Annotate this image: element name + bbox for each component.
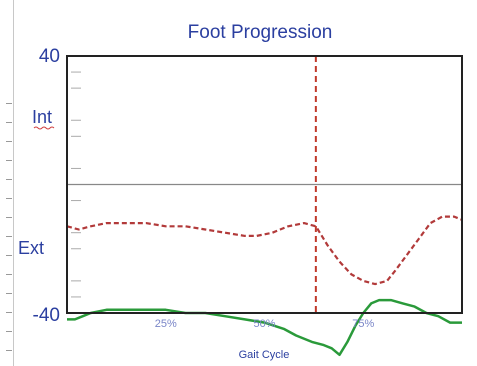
series-line-solid — [67, 298, 462, 357]
y-axis-minor-ticks — [71, 71, 81, 298]
x-tick-label: 50% — [253, 318, 275, 330]
y-tick-label-bottom: -40 — [33, 305, 60, 326]
y-region-label-int: Int — [32, 107, 52, 127]
x-tick-label: 25% — [155, 318, 177, 330]
left-page-rule — [13, 0, 14, 366]
spellcheck-squiggle — [33, 126, 55, 130]
left-margin-ticks — [0, 0, 14, 366]
y-region-labels: Int Ext — [18, 107, 55, 258]
y-tick-labels: 40 -40 — [33, 46, 60, 326]
x-tick-labels: 25% 50% 75% — [155, 318, 375, 330]
y-region-label-ext: Ext — [18, 238, 44, 258]
x-tick-label: 75% — [352, 318, 374, 330]
x-axis-label: Gait Cycle — [239, 349, 290, 361]
y-tick-label-top: 40 — [39, 46, 60, 67]
plot-area-frame — [66, 55, 463, 314]
chart-title: Foot Progression — [188, 22, 333, 43]
series-line-dashed — [66, 215, 463, 286]
series-layer — [66, 215, 463, 357]
